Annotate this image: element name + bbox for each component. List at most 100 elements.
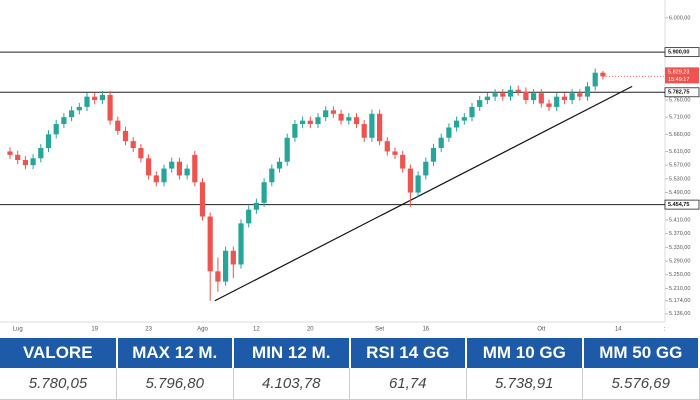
candle-body xyxy=(600,72,606,77)
candle-body xyxy=(284,137,290,162)
x-tick-label: Ott xyxy=(537,327,545,333)
y-tick-label: 5.174,00 xyxy=(669,298,690,304)
value-cell: 4.103,78 xyxy=(233,368,350,400)
candle-body xyxy=(192,154,198,183)
candle-body xyxy=(138,148,144,159)
x-tick-label: 19 xyxy=(91,327,98,333)
candle-body xyxy=(554,96,560,107)
candle-body xyxy=(454,120,460,128)
candle-body xyxy=(92,96,98,101)
candle-body xyxy=(261,182,267,203)
value-cell: 5.576,69 xyxy=(582,368,700,400)
candle-body xyxy=(477,100,483,107)
candle-body xyxy=(122,130,129,142)
candle-body xyxy=(430,148,437,162)
level-box xyxy=(664,199,700,210)
level-label: 5.900,00 xyxy=(668,50,689,56)
candle-body xyxy=(115,120,121,131)
value-cell: 61,74 xyxy=(349,368,467,400)
x-tick-label: 14 xyxy=(615,327,622,333)
level-box xyxy=(664,87,700,98)
candle-body xyxy=(315,117,321,125)
last-price-box xyxy=(665,67,699,84)
candle-body xyxy=(400,154,406,169)
x-tick-label: 16 xyxy=(422,327,429,333)
candle-body xyxy=(323,110,329,118)
x-tick-label: 20 xyxy=(307,327,314,333)
candle-body xyxy=(515,89,521,92)
y-tick-label: 5.660,00 xyxy=(669,132,690,138)
candle-body xyxy=(561,96,567,101)
y-tick-label: 5.760,00 xyxy=(669,98,690,104)
x-tick-label: Lug xyxy=(13,327,23,333)
header-cell: MIN 12 M. xyxy=(233,338,351,368)
candle-body xyxy=(592,72,598,87)
candle-body xyxy=(446,127,452,138)
candle-body xyxy=(7,151,13,155)
candle-body xyxy=(169,161,175,169)
candle-body xyxy=(107,94,113,121)
last-price-label: 5.829,23 xyxy=(668,69,689,75)
value-cell: 5.796,80 xyxy=(116,368,234,400)
candle-body xyxy=(161,168,167,183)
candle-body xyxy=(146,158,152,176)
header-cell: RSI 14 GG xyxy=(349,338,467,368)
candle-body xyxy=(292,124,298,138)
candle-body xyxy=(269,168,275,183)
candle-body xyxy=(153,175,159,183)
candle-body xyxy=(392,151,398,155)
candle-body xyxy=(384,141,390,152)
candle-body xyxy=(45,134,52,149)
level-label: 5.454,75 xyxy=(668,202,689,208)
candle-body xyxy=(76,106,82,111)
y-tick-label: 5.136,00 xyxy=(669,311,690,317)
candle-body xyxy=(438,137,444,149)
candle-body xyxy=(300,120,306,125)
candle-body xyxy=(184,168,190,176)
level-label: 5.782,75 xyxy=(668,90,689,96)
candle-body xyxy=(215,271,221,282)
candle-body xyxy=(577,93,583,97)
header-cell: VALORE xyxy=(0,338,118,368)
header-cell: MAX 12 M. xyxy=(116,338,234,368)
level-box xyxy=(664,47,700,58)
candle-body xyxy=(15,154,21,161)
candle-body xyxy=(369,113,375,138)
x-tick-label: 23 xyxy=(145,327,152,333)
candle-body xyxy=(230,250,236,265)
candle-body xyxy=(569,93,575,101)
candle-body xyxy=(346,117,352,121)
candle-body xyxy=(84,96,90,107)
candle-body xyxy=(484,96,490,101)
candle-body xyxy=(130,141,136,149)
candle-body xyxy=(53,124,59,135)
candle-body xyxy=(253,202,259,210)
chart: 6.000,00 5.760,00 5.710,00 5.660,00 5.610,00… xyxy=(0,0,700,333)
y-tick-label: 5.610,00 xyxy=(669,149,690,155)
candle-body xyxy=(353,117,360,125)
candle-body xyxy=(69,110,75,118)
candle-body xyxy=(500,93,506,97)
value-cell: 5.780,05 xyxy=(0,368,117,400)
y-tick-label: 5.410,00 xyxy=(669,217,690,223)
candle-body xyxy=(199,182,206,217)
candle-body xyxy=(238,223,244,265)
y-tick-label: 5.530,00 xyxy=(669,176,690,182)
candle-body xyxy=(415,175,421,193)
candle-body xyxy=(469,106,475,118)
candle-body xyxy=(223,250,229,282)
header-cell: MM 10 GG xyxy=(466,338,584,368)
candle-body xyxy=(30,158,36,166)
y-tick-label: 5.250,00 xyxy=(669,272,690,278)
y-tick-label: 6.000,00 xyxy=(669,15,690,21)
countdown: 15:49:17 xyxy=(668,77,689,83)
x-tick-label: : xyxy=(664,327,666,333)
header-cell: MM 50 GG xyxy=(582,338,700,368)
candle-body xyxy=(461,117,467,121)
candle-body xyxy=(207,216,213,272)
y-tick-label: 5.570,00 xyxy=(669,163,690,169)
candle-body xyxy=(22,160,28,166)
y-tick-label: 5.210,00 xyxy=(669,286,690,292)
x-tick-label: 12 xyxy=(253,327,260,333)
